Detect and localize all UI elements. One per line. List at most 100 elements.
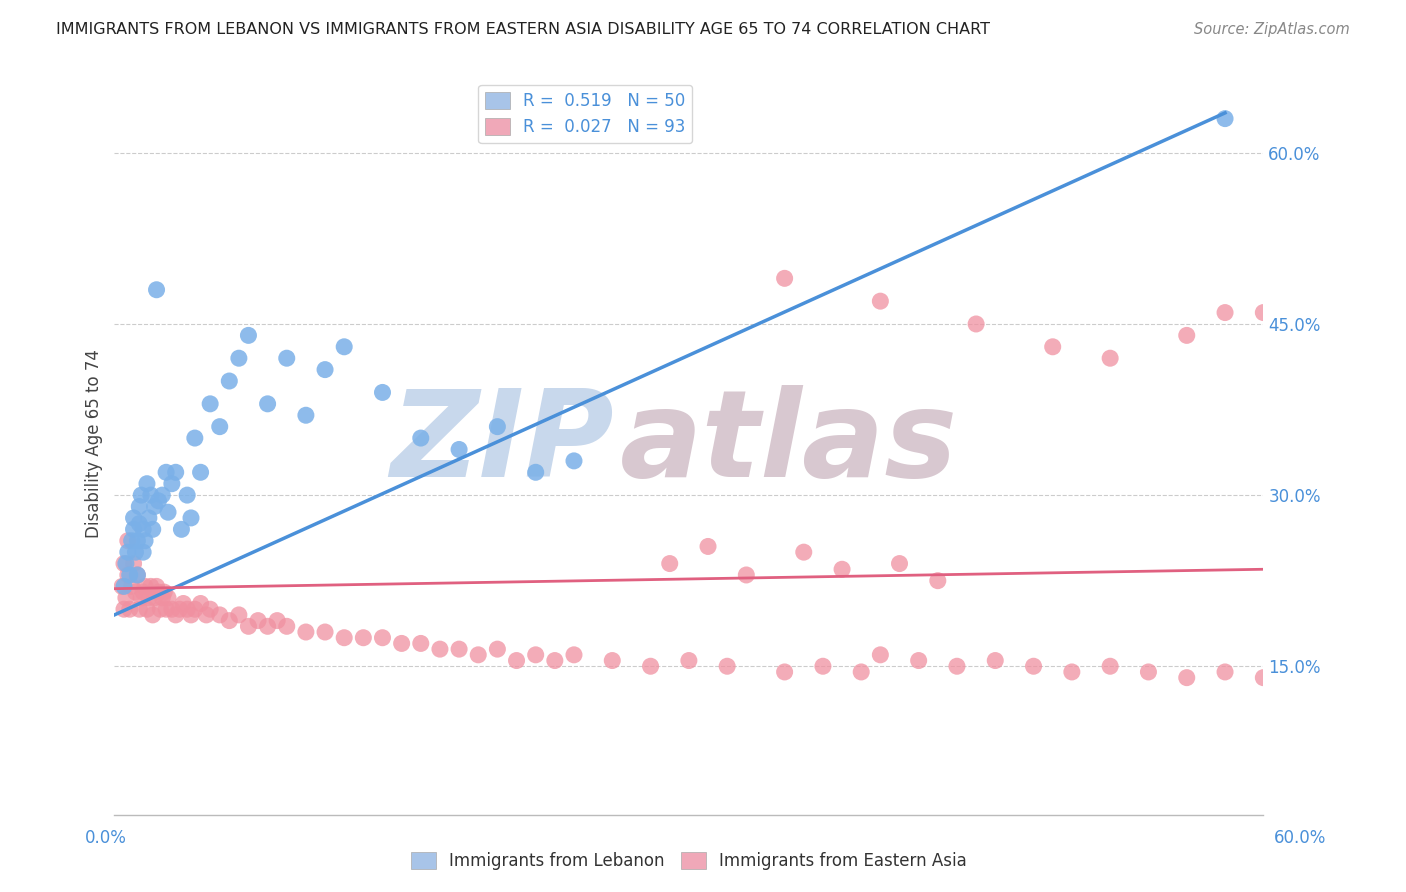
- Point: [132, 522, 155, 536]
- Point: [117, 545, 139, 559]
- Text: Source: ZipAtlas.com: Source: ZipAtlas.com: [1194, 22, 1350, 37]
- Point: [150, 591, 173, 605]
- Point: [486, 419, 509, 434]
- Point: [505, 654, 527, 668]
- Point: [115, 591, 138, 605]
- Point: [218, 374, 240, 388]
- Point: [190, 597, 212, 611]
- Point: [409, 636, 432, 650]
- Point: [190, 465, 212, 479]
- Point: [195, 607, 218, 622]
- Y-axis label: Disability Age 65 to 74: Disability Age 65 to 74: [86, 350, 103, 538]
- Point: [155, 465, 177, 479]
- Point: [145, 579, 167, 593]
- Point: [198, 397, 221, 411]
- Point: [136, 476, 159, 491]
- Point: [122, 511, 145, 525]
- Point: [333, 340, 356, 354]
- Point: [142, 522, 165, 536]
- Point: [1060, 665, 1083, 679]
- Point: [238, 328, 260, 343]
- Point: [180, 511, 202, 525]
- Point: [218, 614, 240, 628]
- Point: [831, 562, 853, 576]
- Point: [139, 488, 162, 502]
- Point: [1175, 328, 1198, 343]
- Point: [391, 636, 413, 650]
- Point: [1137, 665, 1160, 679]
- Point: [128, 500, 150, 514]
- Point: [247, 614, 270, 628]
- Point: [600, 654, 623, 668]
- Point: [148, 585, 170, 599]
- Point: [276, 351, 298, 366]
- Point: [678, 654, 700, 668]
- Point: [256, 397, 278, 411]
- Point: [562, 648, 585, 662]
- Point: [184, 431, 207, 445]
- Text: IMMIGRANTS FROM LEBANON VS IMMIGRANTS FROM EASTERN ASIA DISABILITY AGE 65 TO 74 : IMMIGRANTS FROM LEBANON VS IMMIGRANTS FR…: [56, 22, 990, 37]
- Point: [127, 533, 149, 548]
- Point: [228, 607, 250, 622]
- Point: [157, 505, 180, 519]
- Point: [118, 602, 141, 616]
- Point: [142, 607, 165, 622]
- Point: [143, 591, 166, 605]
- Point: [869, 294, 891, 309]
- Point: [124, 585, 146, 599]
- Point: [371, 385, 394, 400]
- Point: [121, 533, 143, 548]
- Point: [132, 545, 155, 559]
- Point: [138, 511, 160, 525]
- Point: [773, 665, 796, 679]
- Point: [314, 362, 336, 376]
- Point: [150, 488, 173, 502]
- Point: [165, 607, 187, 622]
- Point: [145, 283, 167, 297]
- Point: [773, 271, 796, 285]
- Point: [1175, 671, 1198, 685]
- Point: [153, 585, 176, 599]
- Point: [132, 585, 155, 599]
- Point: [946, 659, 969, 673]
- Point: [1213, 112, 1236, 126]
- Point: [352, 631, 374, 645]
- Point: [1253, 671, 1275, 685]
- Text: 60.0%: 60.0%: [1274, 829, 1327, 847]
- Point: [1213, 665, 1236, 679]
- Point: [697, 540, 720, 554]
- Point: [333, 631, 356, 645]
- Point: [117, 533, 139, 548]
- Point: [927, 574, 949, 588]
- Point: [112, 557, 135, 571]
- Point: [138, 591, 160, 605]
- Point: [851, 665, 873, 679]
- Point: [149, 602, 172, 616]
- Point: [157, 591, 180, 605]
- Point: [129, 488, 152, 502]
- Point: [115, 557, 138, 571]
- Point: [811, 659, 834, 673]
- Point: [658, 557, 681, 571]
- Point: [176, 488, 198, 502]
- Point: [276, 619, 298, 633]
- Point: [124, 545, 146, 559]
- Point: [184, 602, 207, 616]
- Point: [169, 602, 191, 616]
- Point: [907, 654, 929, 668]
- Point: [256, 619, 278, 633]
- Point: [965, 317, 987, 331]
- Point: [127, 568, 149, 582]
- Point: [208, 419, 231, 434]
- Point: [134, 533, 156, 548]
- Point: [449, 442, 471, 457]
- Point: [117, 568, 139, 582]
- Point: [562, 454, 585, 468]
- Point: [314, 625, 336, 640]
- Point: [371, 631, 394, 645]
- Point: [148, 493, 170, 508]
- Text: 0.0%: 0.0%: [84, 829, 127, 847]
- Point: [228, 351, 250, 366]
- Point: [1253, 305, 1275, 319]
- Point: [409, 431, 432, 445]
